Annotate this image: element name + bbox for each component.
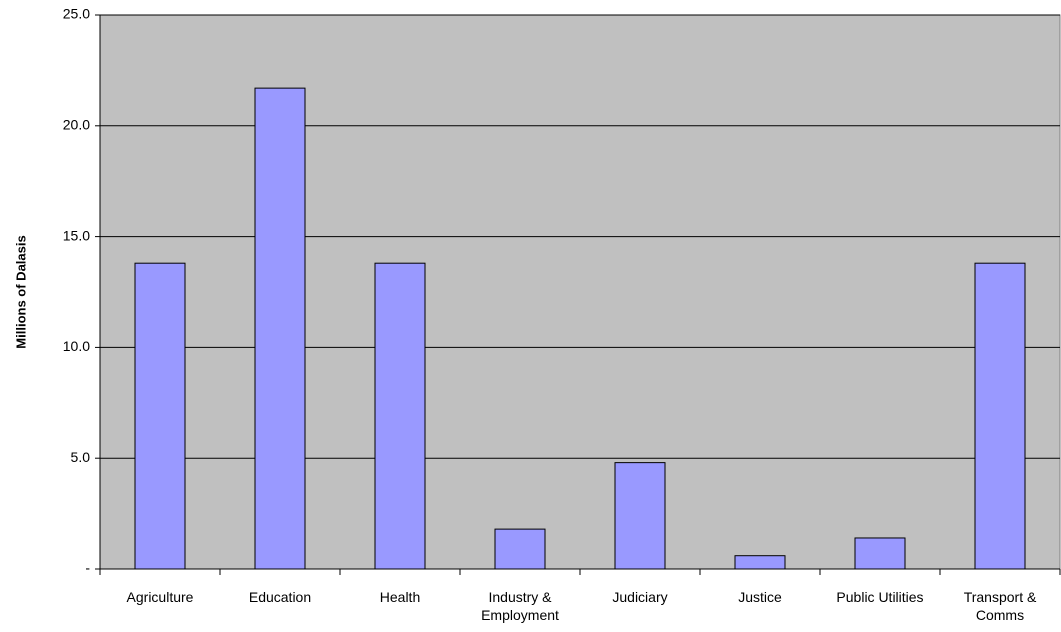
y-tick-label: 10.0 — [63, 338, 90, 354]
plot-area — [99, 14, 1061, 570]
y-axis-title: Millions of Dalasis — [13, 235, 28, 348]
bar — [854, 537, 906, 570]
x-tick-label: Transport & Comms — [963, 589, 1037, 623]
y-tick-label: 20.0 — [63, 117, 90, 133]
bar — [254, 87, 306, 570]
x-tick-label: Justice — [738, 589, 782, 605]
bar — [134, 262, 186, 570]
x-tick-label: Industry & Employment — [481, 589, 559, 623]
y-tick-label: 15.0 — [63, 227, 90, 243]
x-tick-label: Public Utilities — [836, 589, 924, 605]
bar — [614, 462, 666, 570]
x-tick-label: Agriculture — [126, 589, 194, 605]
y-tick-label: 5.0 — [71, 449, 91, 465]
bar — [974, 262, 1026, 570]
bar — [734, 555, 786, 570]
y-tick-label: 25.0 — [63, 6, 90, 22]
x-tick-label: Education — [248, 589, 312, 605]
y-tick-label: - — [85, 560, 90, 576]
x-tick-label: Health — [379, 589, 421, 605]
x-tick-label: Judiciary — [612, 589, 668, 605]
bar — [494, 528, 546, 570]
bar — [374, 262, 426, 570]
